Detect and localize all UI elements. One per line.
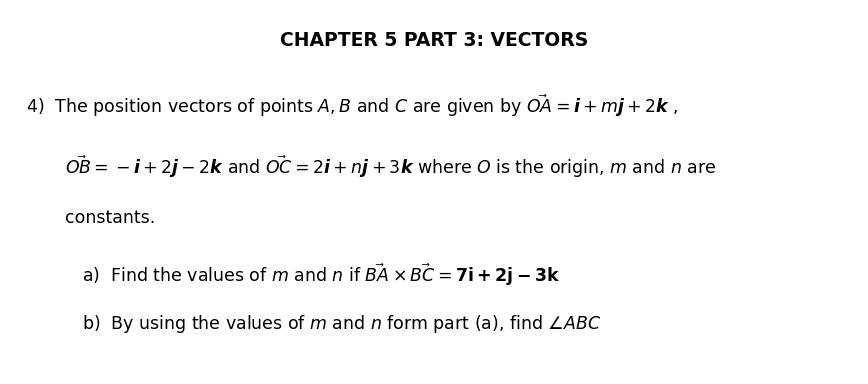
Text: $\vec{OB} = -\boldsymbol{i} + 2\boldsymbol{j} - 2\boldsymbol{k}$ and $\vec{OC} =: $\vec{OB} = -\boldsymbol{i} + 2\boldsymb… <box>65 154 716 180</box>
Text: 4)  The position vectors of points $A, B$ and $C$ are given by $\vec{OA} = \bold: 4) The position vectors of points $A, B$… <box>26 92 679 119</box>
Text: constants.: constants. <box>65 209 155 227</box>
Text: CHAPTER 5 PART 3: VECTORS: CHAPTER 5 PART 3: VECTORS <box>279 31 589 50</box>
Text: b)  By using the values of $m$ and $n$ form part (a), find $\angle ABC$: b) By using the values of $m$ and $n$ fo… <box>82 313 602 335</box>
Text: a)  Find the values of $m$ and $n$ if $\vec{BA} \times \vec{BC} = \mathbf{7i + 2: a) Find the values of $m$ and $n$ if $\v… <box>82 261 561 288</box>
